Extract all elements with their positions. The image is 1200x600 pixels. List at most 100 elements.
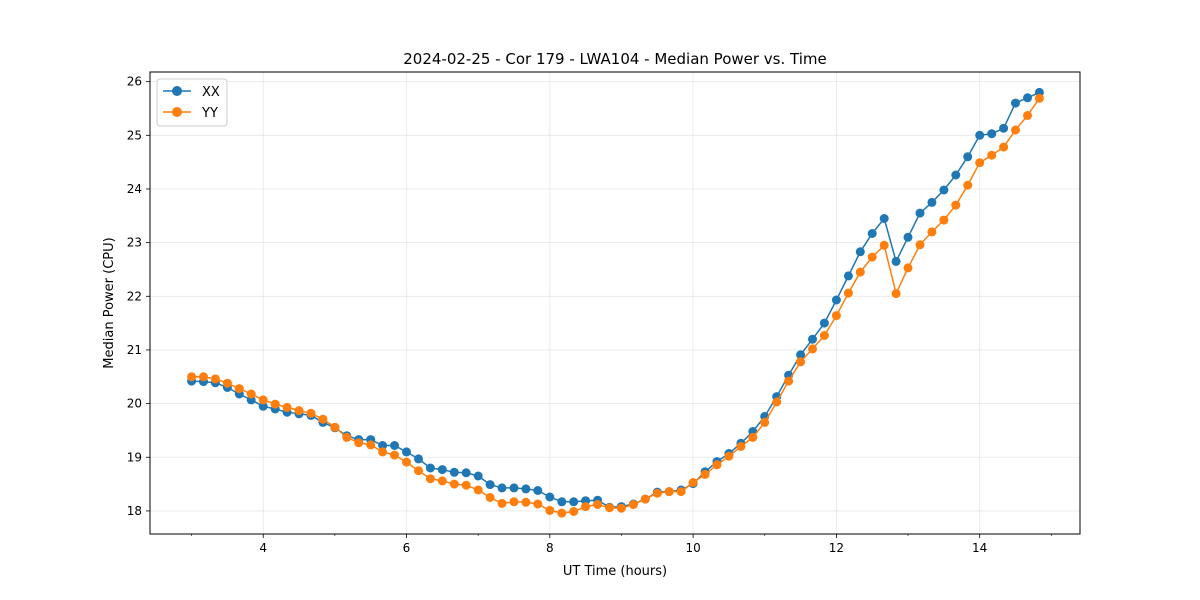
data-point-yy [688,478,698,487]
y-tick-label: 26 [127,75,142,89]
data-point-yy [593,500,603,509]
data-point-yy [545,505,555,515]
data-point-yy [342,432,352,442]
data-point-yy [270,399,280,409]
legend-marker-xx [172,86,182,96]
data-point-yy [652,488,662,498]
data-point-yy [819,331,829,340]
data-point-yy [402,457,411,467]
data-point-yy [879,240,889,250]
data-point-yy [569,507,579,516]
data-point-xx [545,492,555,502]
data-point-yy [366,440,376,450]
series-layer [187,87,1044,518]
data-point-xx [915,208,925,218]
plot-frame [149,71,1081,535]
data-point-yy [318,414,328,424]
data-point-yy [199,372,208,382]
data-point-yy [294,406,304,416]
data-point-yy [796,357,806,367]
data-point-yy [437,476,447,486]
data-point-yy [354,438,364,448]
data-point-yy [461,480,471,490]
data-point-yy [628,500,638,509]
data-point-xx [461,468,471,478]
x-axis-label: UT Time (hours) [563,564,667,579]
data-point-xx [425,463,435,473]
data-point-yy [282,402,292,412]
y-tick-label: 21 [127,343,142,357]
data-point-xx [258,401,268,411]
data-point-yy [330,422,340,432]
data-point-yy [473,485,483,495]
data-point-xx [855,247,865,257]
data-point-xx [378,441,388,450]
legend-label-yy: YY [201,106,218,121]
axis-ticks: 4 6 8 10 12 14 18 19 20 21 22 23 24 25 26 [127,75,1052,555]
data-point-yy [1023,111,1032,120]
data-point-xx [485,480,495,490]
y-tick-label: 20 [127,397,142,411]
data-point-yy [999,142,1009,152]
data-point-yy [760,417,770,427]
data-point-xx [843,271,853,281]
data-point-yy [724,451,734,461]
data-point-yy [664,487,674,497]
data-point-yy [676,487,686,497]
data-point-yy [485,493,495,502]
data-point-xx [831,295,841,305]
x-tick-label: 12 [829,541,844,555]
chart-title: 2024-02-25 - Cor 179 - LWA104 - Median P… [403,50,827,68]
data-point-xx [533,486,543,495]
data-point-xx [999,123,1009,133]
y-tick-label: 25 [127,128,142,142]
data-point-xx [963,152,973,162]
data-point-yy [258,395,268,405]
data-point-yy [736,442,746,451]
x-tick-label: 14 [972,541,987,555]
data-point-yy [784,376,794,386]
data-point-xx [903,232,913,242]
x-tick-label: 6 [403,541,411,555]
y-tick-label: 22 [127,289,142,303]
data-point-xx [402,447,411,457]
data-point-xx [819,318,829,328]
data-point-xx [939,185,949,195]
data-point-yy [975,158,985,168]
data-point-yy [951,200,961,210]
data-point-yy [449,479,459,489]
data-point-yy [581,502,591,512]
data-point-yy [963,180,973,190]
data-point-xx [879,214,889,223]
data-point-xx [414,454,423,464]
data-point-xx [987,129,997,139]
data-point-yy [891,289,901,299]
data-point-xx [975,130,985,140]
data-point-yy [712,460,722,470]
legend-label-xx: XX [202,85,220,100]
data-point-yy [533,499,543,509]
data-point-xx [390,441,399,450]
data-point-yy [605,503,614,513]
y-tick-label: 23 [127,236,142,250]
data-point-xx [867,229,877,238]
x-tick-label: 10 [685,541,700,555]
data-point-yy [855,267,865,277]
data-point-yy [425,474,435,484]
data-point-xx [437,465,447,475]
data-point-yy [390,450,399,460]
data-point-yy [616,503,626,513]
data-point-xx [569,497,579,507]
legend-marker-yy [172,107,182,117]
data-point-yy [1034,93,1044,103]
y-tick-label: 24 [127,182,142,196]
data-point-yy [831,311,841,321]
data-point-yy [306,408,316,418]
y-tick-label: 18 [127,504,142,518]
data-point-yy [521,497,531,507]
data-point-yy [927,227,937,237]
data-point-xx [891,256,901,266]
data-point-yy [222,378,232,388]
data-point-yy [748,432,758,442]
